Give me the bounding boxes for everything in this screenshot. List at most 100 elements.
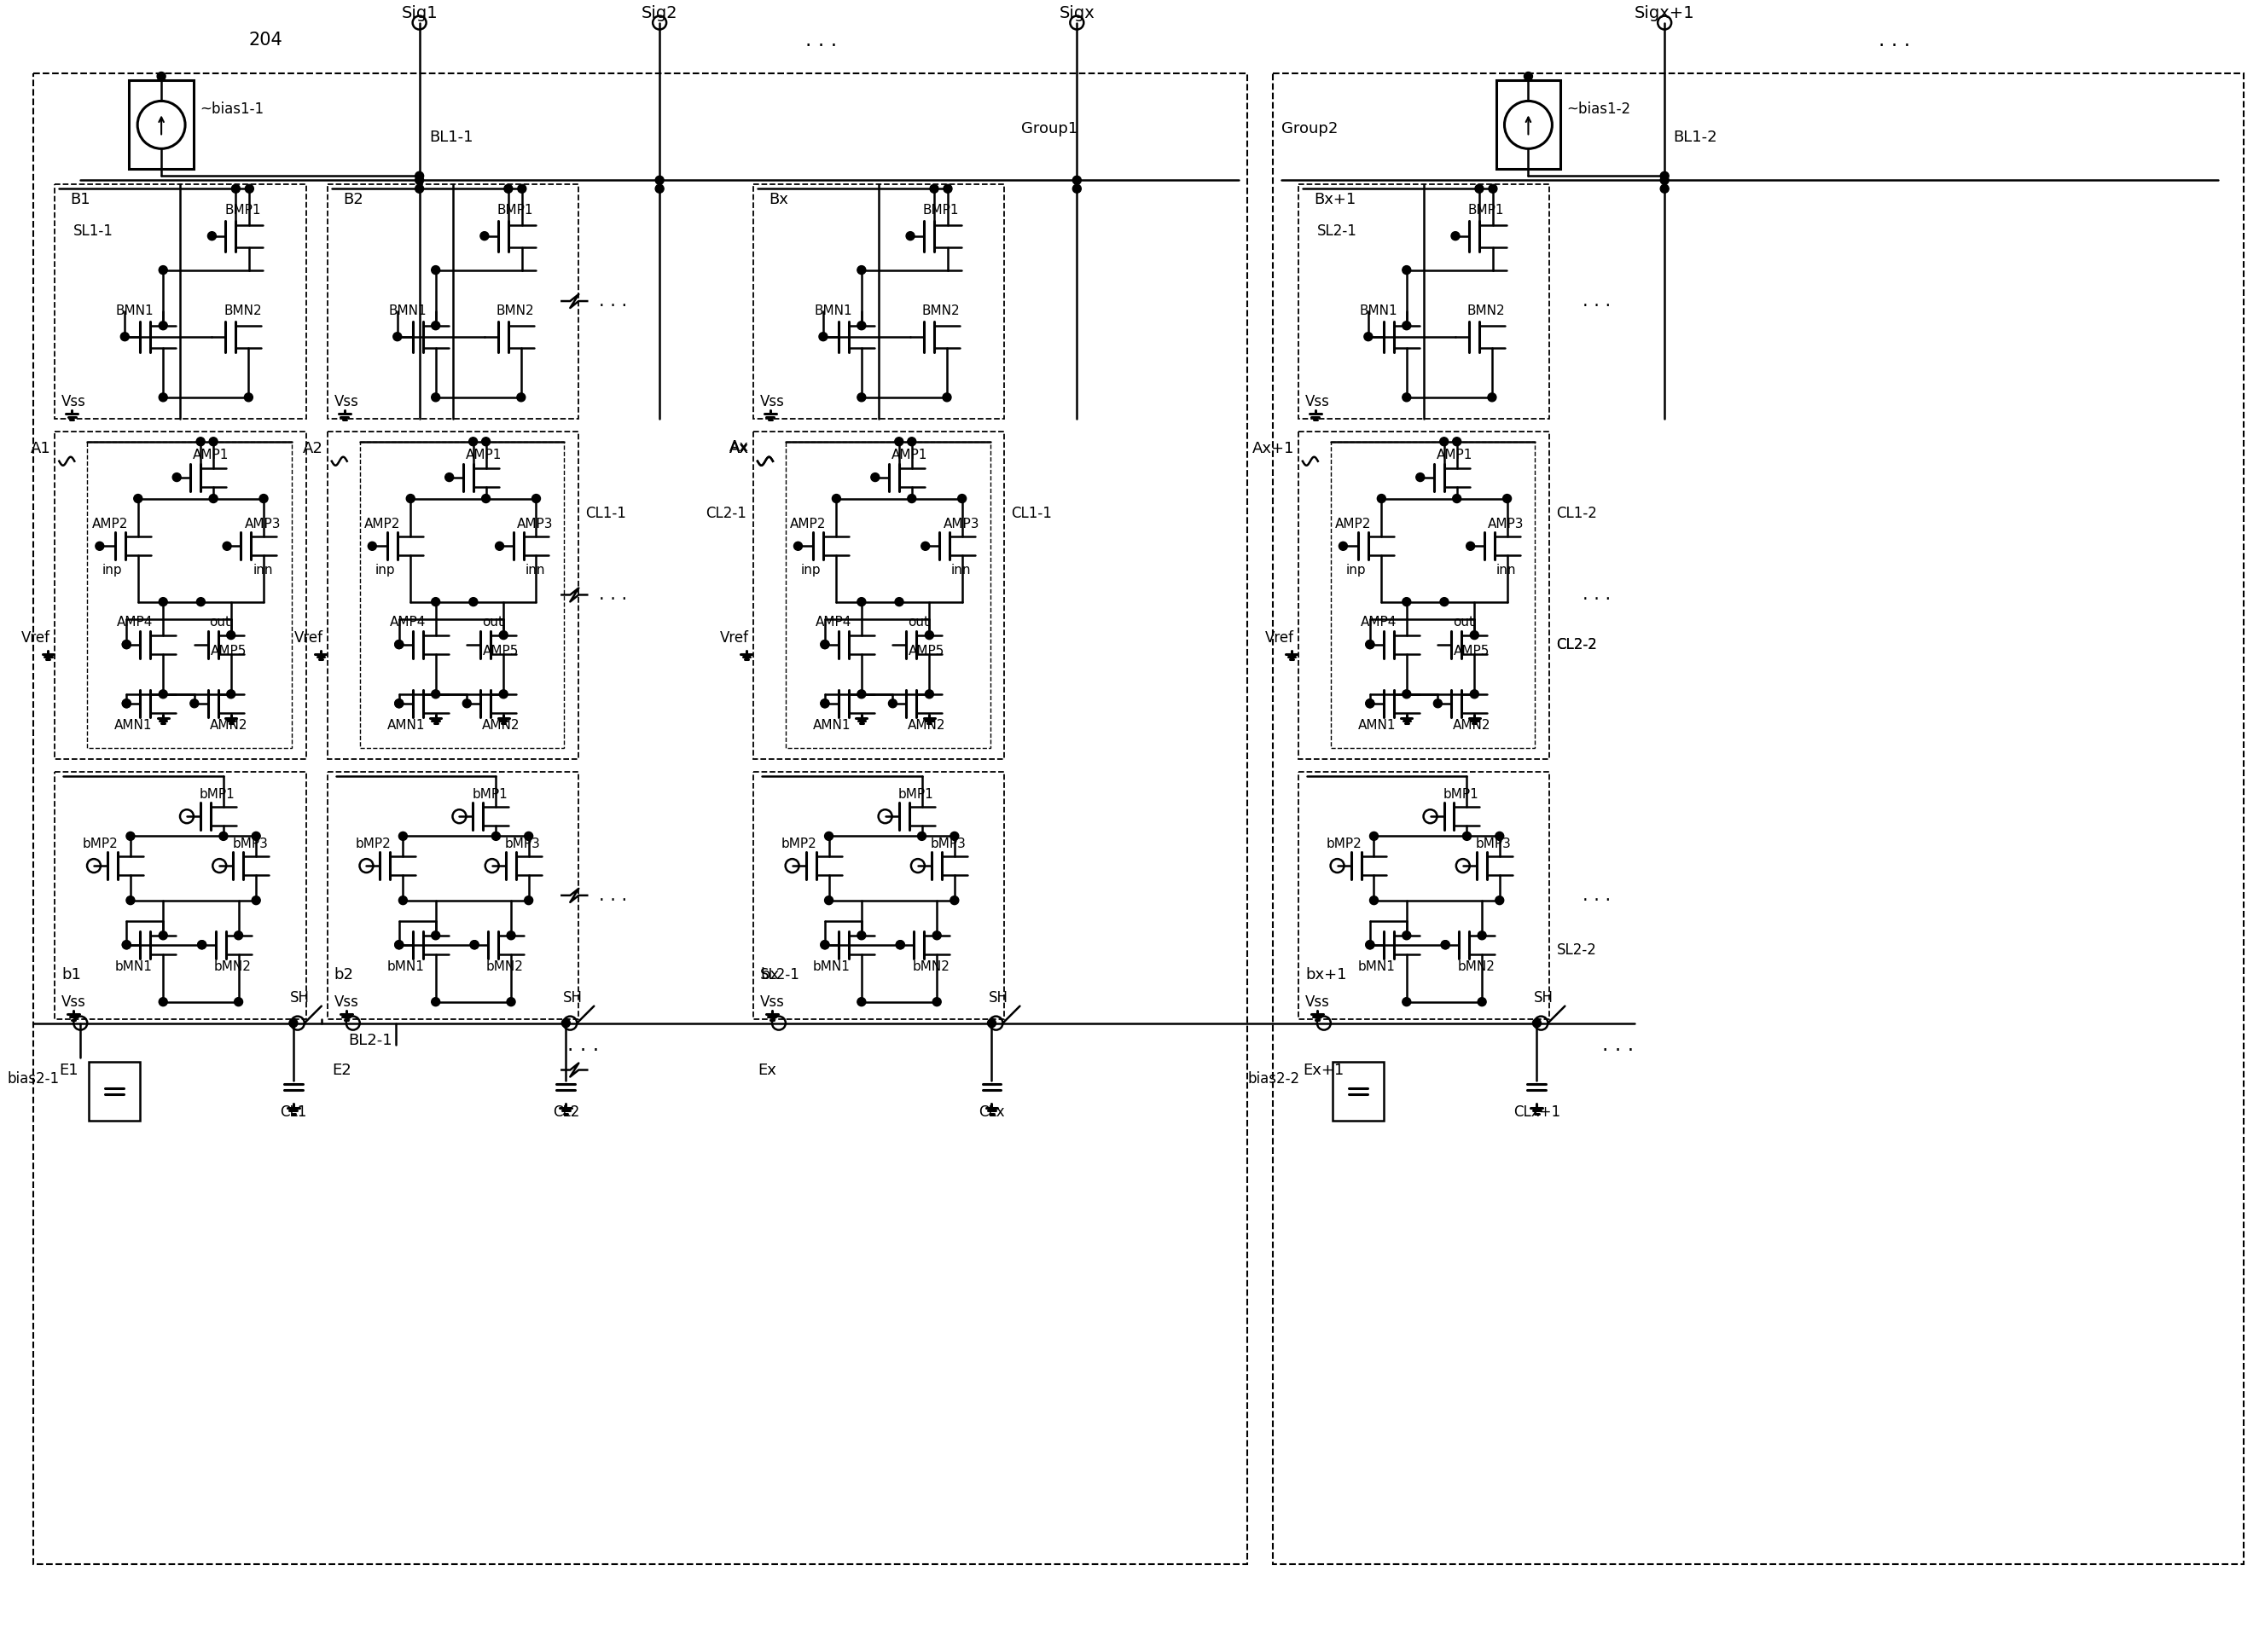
Circle shape xyxy=(924,631,933,639)
Circle shape xyxy=(245,185,254,193)
Text: BMN2: BMN2 xyxy=(922,304,960,317)
Bar xyxy=(1298,431,1549,760)
Text: SH: SH xyxy=(290,990,310,1004)
Circle shape xyxy=(1366,940,1375,948)
Text: . . .: . . . xyxy=(598,292,627,309)
Circle shape xyxy=(159,320,168,330)
Text: AMN2: AMN2 xyxy=(908,719,947,732)
Text: bMP2: bMP2 xyxy=(84,838,118,851)
Text: AMP3: AMP3 xyxy=(1488,517,1524,530)
Circle shape xyxy=(1524,73,1533,81)
Circle shape xyxy=(1441,438,1447,446)
Text: SL1-1: SL1-1 xyxy=(75,223,113,240)
Text: BMP1: BMP1 xyxy=(922,203,958,216)
Circle shape xyxy=(233,932,242,940)
Circle shape xyxy=(931,185,938,193)
Text: B1: B1 xyxy=(70,192,91,208)
Bar xyxy=(328,431,578,760)
Circle shape xyxy=(208,231,215,240)
Circle shape xyxy=(1504,494,1511,502)
Circle shape xyxy=(469,598,478,606)
Text: inn: inn xyxy=(951,563,972,577)
Circle shape xyxy=(197,940,206,948)
Text: bMP2: bMP2 xyxy=(781,838,818,851)
Circle shape xyxy=(897,940,904,948)
Text: Vss: Vss xyxy=(1305,393,1330,410)
Circle shape xyxy=(444,472,453,481)
Text: . . .: . . . xyxy=(566,1034,598,1054)
Text: Sig1: Sig1 xyxy=(401,5,437,21)
Circle shape xyxy=(951,895,958,905)
Circle shape xyxy=(856,266,865,274)
Circle shape xyxy=(1074,175,1080,185)
Circle shape xyxy=(399,895,408,905)
Text: bMP1: bMP1 xyxy=(471,788,507,801)
Text: AMP4: AMP4 xyxy=(118,616,154,629)
Circle shape xyxy=(820,940,829,948)
Text: CL2: CL2 xyxy=(553,1105,580,1120)
Text: BL2-1: BL2-1 xyxy=(349,1032,392,1047)
Circle shape xyxy=(127,833,134,841)
Circle shape xyxy=(122,641,131,649)
Circle shape xyxy=(951,833,958,841)
Text: A1: A1 xyxy=(29,441,50,456)
Circle shape xyxy=(233,998,242,1006)
Circle shape xyxy=(922,542,929,550)
Circle shape xyxy=(1366,641,1375,649)
Text: AMP4: AMP4 xyxy=(1361,616,1398,629)
Circle shape xyxy=(1477,932,1486,940)
Text: AMN2: AMN2 xyxy=(1452,719,1490,732)
Circle shape xyxy=(1452,438,1461,446)
Bar xyxy=(754,431,1003,760)
Text: AMP2: AMP2 xyxy=(93,517,129,530)
Circle shape xyxy=(492,833,501,841)
Circle shape xyxy=(367,542,376,550)
Text: . . .: . . . xyxy=(1583,292,1610,309)
Text: BMN1: BMN1 xyxy=(815,304,852,317)
Circle shape xyxy=(1475,185,1484,193)
Text: ~bias1-2: ~bias1-2 xyxy=(1567,102,1631,117)
Text: inp: inp xyxy=(376,563,394,577)
Text: . . .: . . . xyxy=(1601,1034,1633,1054)
Circle shape xyxy=(562,1019,571,1028)
Circle shape xyxy=(480,231,489,240)
Circle shape xyxy=(856,393,865,401)
Circle shape xyxy=(1495,833,1504,841)
Circle shape xyxy=(1366,940,1375,948)
Circle shape xyxy=(469,438,478,446)
Circle shape xyxy=(1465,542,1475,550)
Circle shape xyxy=(394,940,403,948)
Text: bMN1: bMN1 xyxy=(116,960,152,973)
Circle shape xyxy=(945,185,951,193)
Text: bMP3: bMP3 xyxy=(1477,838,1511,851)
Bar xyxy=(1273,74,2245,1564)
Text: AMP3: AMP3 xyxy=(942,517,978,530)
Text: bMN1: bMN1 xyxy=(1359,960,1395,973)
Bar xyxy=(1298,771,1549,1019)
Bar xyxy=(1332,441,1536,748)
Circle shape xyxy=(482,494,489,502)
Text: out: out xyxy=(908,616,929,629)
Circle shape xyxy=(933,998,942,1006)
Circle shape xyxy=(208,438,217,446)
Text: Vref: Vref xyxy=(720,629,750,646)
Text: Vref: Vref xyxy=(294,629,324,646)
Bar xyxy=(328,185,578,418)
Text: AMP4: AMP4 xyxy=(815,616,852,629)
Circle shape xyxy=(159,691,168,699)
Text: Vss: Vss xyxy=(61,393,86,410)
Circle shape xyxy=(1452,494,1461,502)
Text: Sigx: Sigx xyxy=(1060,5,1094,21)
Text: inp: inp xyxy=(802,563,820,577)
Circle shape xyxy=(430,932,439,940)
Circle shape xyxy=(414,175,424,185)
Circle shape xyxy=(122,940,131,948)
Bar xyxy=(754,771,1003,1019)
Circle shape xyxy=(159,998,168,1006)
Circle shape xyxy=(1366,699,1375,707)
Text: AMN1: AMN1 xyxy=(387,719,426,732)
Text: inn: inn xyxy=(525,563,546,577)
Circle shape xyxy=(933,932,942,940)
Circle shape xyxy=(405,494,414,502)
Text: BMN2: BMN2 xyxy=(1468,304,1504,317)
